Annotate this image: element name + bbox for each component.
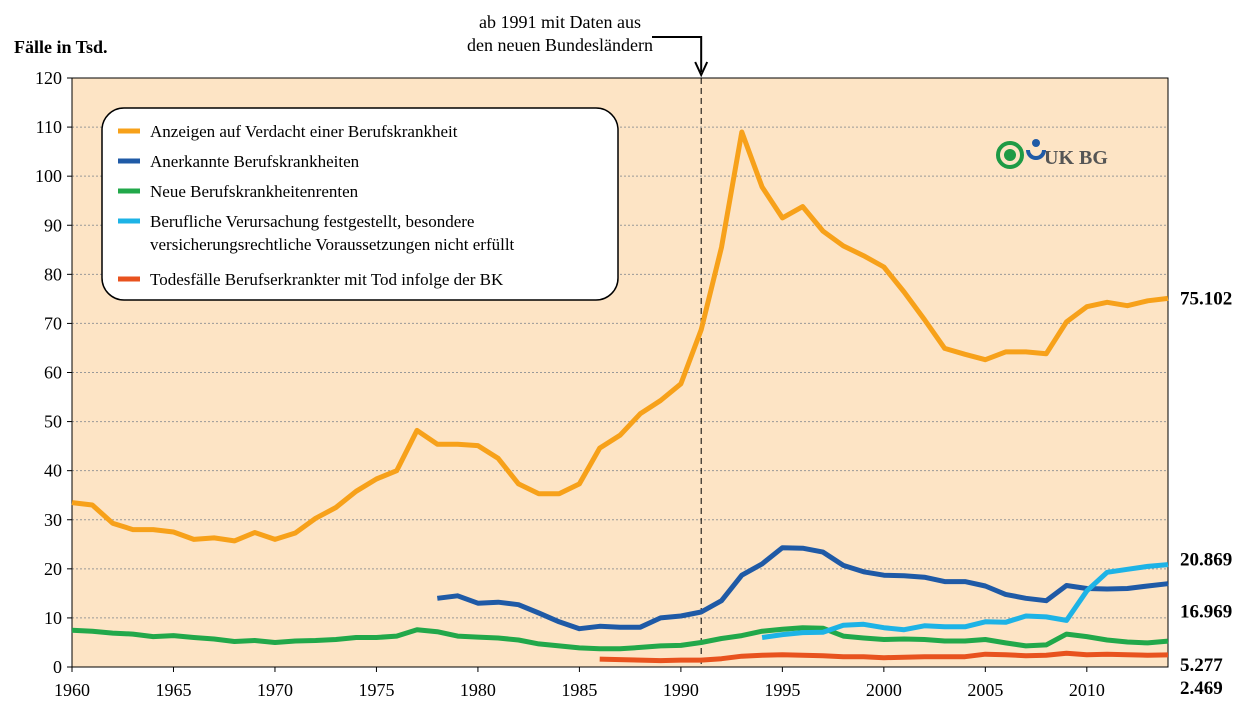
x-tick-label: 1980 <box>460 680 496 700</box>
plot-border <box>71 77 1169 668</box>
y-axis-label: Fälle in Tsd. <box>14 37 108 57</box>
end-label: 20.869 <box>1180 550 1232 571</box>
y-tick-label: 90 <box>44 215 62 235</box>
y-tick-label: 120 <box>35 68 62 88</box>
x-tick-label: 1990 <box>663 680 699 700</box>
x-tick-label: 1975 <box>358 680 394 700</box>
y-tick-label: 60 <box>44 363 62 383</box>
y-tick-label: 70 <box>44 313 62 333</box>
end-label: 5.277 <box>1180 655 1223 676</box>
x-tick-label: 1995 <box>764 680 800 700</box>
series-line <box>599 650 1169 664</box>
annotation-text: ab 1991 mit Daten aus <box>479 12 641 32</box>
y-tick-label: 30 <box>44 510 62 530</box>
legend-box <box>101 107 619 301</box>
y-tick-label: 100 <box>35 166 62 186</box>
x-tick-label: 2010 <box>1069 680 1105 700</box>
y-tick-label: 50 <box>44 412 62 432</box>
series-line <box>436 545 1169 632</box>
annotation-text: den neuen Bundesländern <box>467 35 653 55</box>
logo-icon <box>996 139 1046 169</box>
x-tick-label: 1965 <box>155 680 191 700</box>
y-tick-label: 110 <box>36 117 62 137</box>
y-tick-label: 40 <box>44 461 62 481</box>
x-tick-label: 1960 <box>54 680 90 700</box>
series-line <box>761 562 1169 640</box>
x-tick-label: 2005 <box>967 680 1003 700</box>
annotation-arrow <box>652 36 703 72</box>
annotation-arrowhead <box>694 61 709 78</box>
y-tick-label: 0 <box>53 657 62 677</box>
end-label: 75.102 <box>1180 288 1232 309</box>
end-label: 2.469 <box>1180 678 1223 699</box>
series-line <box>71 625 1169 652</box>
y-tick-label: 10 <box>44 608 62 628</box>
logo-text: UK BG <box>1044 147 1108 169</box>
legend-label: Todesfälle Berufserkrankter mit Tod info… <box>150 270 504 289</box>
legend-label: Berufliche Verursachung festgestellt, be… <box>150 212 515 254</box>
y-tick-label: 20 <box>44 559 62 579</box>
x-tick-label: 1985 <box>561 680 597 700</box>
x-tick-label: 2000 <box>866 680 902 700</box>
legend-label: Anzeigen auf Verdacht einer Berufskrankh… <box>150 122 458 141</box>
series-line <box>71 129 1169 544</box>
x-tick-label: 1970 <box>257 680 293 700</box>
y-tick-label: 80 <box>44 264 62 284</box>
legend-label: Neue Berufskrankheitenrenten <box>150 182 359 201</box>
end-label: 16.969 <box>1180 602 1232 623</box>
legend-label: Anerkannte Berufskrankheiten <box>150 152 360 171</box>
